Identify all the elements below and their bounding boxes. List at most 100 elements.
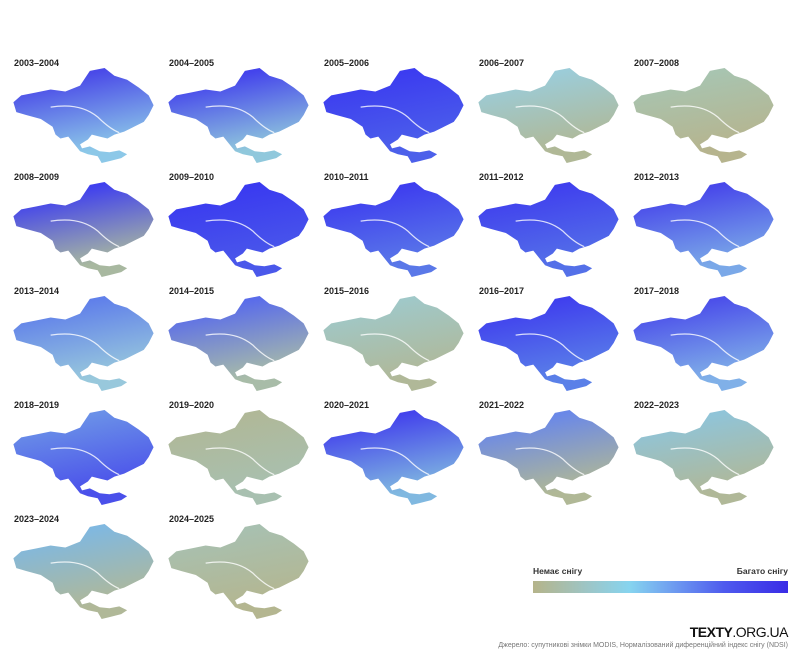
season-map: 2019–2020 [167, 400, 317, 512]
season-map: 2016–2017 [477, 286, 627, 398]
dnipro-river [205, 333, 275, 362]
season-map: 2020–2021 [322, 400, 472, 512]
ukraine-shape [633, 295, 774, 392]
season-map: 2022–2023 [632, 400, 782, 512]
ukraine-shape [478, 409, 619, 506]
ukraine-snow-map [633, 295, 774, 392]
season-map: 2006–2007 [477, 58, 627, 170]
ukraine-shape [633, 409, 774, 506]
season-label: 2022–2023 [634, 400, 680, 410]
ukraine-snow-map [323, 409, 464, 506]
dnipro-river [205, 219, 275, 248]
ukraine-snow-map [633, 181, 774, 278]
ukraine-shape [13, 67, 154, 164]
ukraine-snow-map [13, 523, 154, 620]
dnipro-river [670, 105, 740, 134]
dnipro-river [50, 219, 120, 248]
legend-gradient-bar [533, 581, 788, 593]
season-map: 2024–2025 [167, 514, 317, 626]
season-label: 2004–2005 [169, 58, 215, 68]
season-map: 2011–2012 [477, 172, 627, 284]
season-label: 2016–2017 [479, 286, 525, 296]
season-label: 2007–2008 [634, 58, 680, 68]
ukraine-snow-map [13, 67, 154, 164]
ukraine-shape [478, 67, 619, 164]
source-note: Джерело: супутникові знімки MODIS, Норма… [498, 642, 788, 649]
dnipro-river [515, 219, 585, 248]
ukraine-snow-map [13, 409, 154, 506]
season-label: 2018–2019 [14, 400, 60, 410]
ukraine-snow-map [633, 409, 774, 506]
legend-min-label: Немає снігу [533, 566, 583, 576]
season-label: 2017–2018 [634, 286, 680, 296]
season-map: 2007–2008 [632, 58, 782, 170]
season-label: 2023–2024 [14, 514, 60, 524]
ukraine-shape [478, 181, 619, 278]
dnipro-river [205, 447, 275, 476]
ukraine-shape [323, 181, 464, 278]
ukraine-shape [13, 181, 154, 278]
season-map: 2017–2018 [632, 286, 782, 398]
ukraine-snow-map [168, 181, 309, 278]
ukraine-snow-map [478, 409, 619, 506]
season-map: 2005–2006 [322, 58, 472, 170]
season-label: 2013–2014 [14, 286, 60, 296]
season-label: 2010–2011 [324, 172, 369, 182]
legend-max-label: Багато снігу [736, 566, 788, 576]
ukraine-snow-map [13, 295, 154, 392]
ukraine-snow-map [323, 295, 464, 392]
ukraine-snow-map [633, 67, 774, 164]
ukraine-shape [13, 523, 154, 620]
season-map: 2008–2009 [12, 172, 162, 284]
season-label: 2008–2009 [14, 172, 60, 182]
dnipro-river [50, 105, 120, 134]
season-label: 2005–2006 [324, 58, 370, 68]
ukraine-shape [168, 181, 309, 278]
season-map: 2004–2005 [167, 58, 317, 170]
season-map: 2015–2016 [322, 286, 472, 398]
ukraine-snow-map [478, 181, 619, 278]
dnipro-river [670, 219, 740, 248]
dnipro-river [50, 333, 120, 362]
dnipro-river [515, 333, 585, 362]
dnipro-river [360, 105, 430, 134]
dnipro-river [205, 105, 275, 134]
dnipro-river [205, 561, 275, 590]
season-label: 2006–2007 [479, 58, 525, 68]
ukraine-snow-map [13, 181, 154, 278]
season-label: 2021–2022 [479, 400, 525, 410]
season-label: 2015–2016 [324, 286, 370, 296]
ukraine-snow-map [168, 523, 309, 620]
ukraine-shape [633, 67, 774, 164]
dnipro-river [670, 447, 740, 476]
ukraine-shape [168, 295, 309, 392]
season-label: 2024–2025 [169, 514, 215, 524]
dnipro-river [670, 333, 740, 362]
dnipro-river [50, 561, 120, 590]
dnipro-river [515, 105, 585, 134]
season-label: 2003–2004 [14, 58, 60, 68]
dnipro-river [360, 333, 430, 362]
ukraine-shape [168, 523, 309, 620]
season-map: 2014–2015 [167, 286, 317, 398]
brand-logo: TEXTY.ORG.UA [689, 624, 789, 640]
ukraine-snow-map [478, 67, 619, 164]
ukraine-shape [13, 409, 154, 506]
dnipro-river [360, 219, 430, 248]
dnipro-river [50, 447, 120, 476]
season-label: 2019–2020 [169, 400, 215, 410]
brand-bold: TEXTY [689, 624, 733, 640]
season-label: 2020–2021 [324, 400, 370, 410]
ukraine-shape [323, 295, 464, 392]
ukraine-shape [168, 409, 309, 506]
season-label: 2012–2013 [634, 172, 680, 182]
ukraine-shape [633, 181, 774, 278]
season-map: 2012–2013 [632, 172, 782, 284]
season-map: 2013–2014 [12, 286, 162, 398]
ukraine-shape [168, 67, 309, 164]
season-label: 2011–2012 [479, 172, 524, 182]
ukraine-snow-map [168, 295, 309, 392]
season-map: 2009–2010 [167, 172, 317, 284]
season-map: 2023–2024 [12, 514, 162, 626]
season-map: 2010–2011 [322, 172, 472, 284]
